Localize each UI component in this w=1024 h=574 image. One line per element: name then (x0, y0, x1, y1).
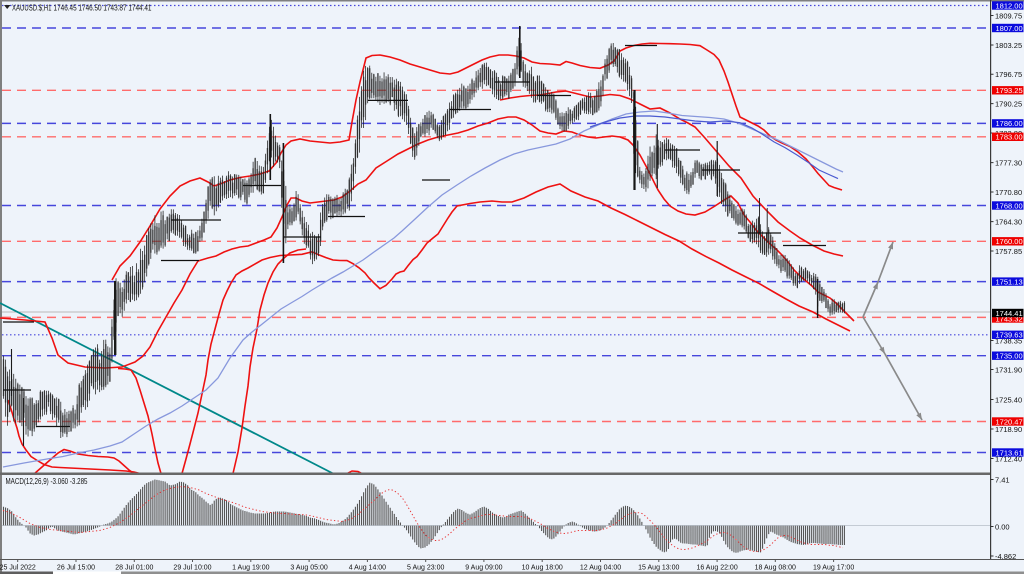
svg-text:1768.00: 1768.00 (996, 201, 1023, 210)
svg-text:1720.47: 1720.47 (996, 417, 1023, 426)
svg-text:25 Jul 2022: 25 Jul 2022 (0, 564, 36, 571)
svg-text:1725.40: 1725.40 (995, 395, 1022, 404)
svg-text:1718.90: 1718.90 (995, 425, 1022, 434)
svg-text:3 Aug 05:00: 3 Aug 05:00 (290, 564, 327, 571)
svg-text:1812.00: 1812.00 (996, 1, 1023, 10)
svg-text:29 Jul 10:00: 29 Jul 10:00 (173, 564, 211, 571)
svg-text:1809.75: 1809.75 (995, 11, 1022, 20)
svg-text:1746.45 1746.50 1743.87 1744.4: 1746.45 1746.50 1743.87 1744.41 (54, 3, 152, 12)
svg-text:1764.30: 1764.30 (995, 217, 1022, 226)
svg-text:5 Aug 23:00: 5 Aug 23:00 (407, 564, 444, 571)
svg-text:1807.00: 1807.00 (996, 24, 1023, 33)
svg-text:12 Aug 04:00: 12 Aug 04:00 (580, 564, 621, 571)
svg-text:9 Aug 09:00: 9 Aug 09:00 (465, 564, 502, 571)
svg-text:19 Aug 17:00: 19 Aug 17:00 (813, 564, 854, 571)
svg-text:1713.61: 1713.61 (996, 448, 1023, 457)
svg-text:XAUUSD.$,H1: XAUUSD.$,H1 (12, 3, 52, 12)
svg-text:1 Aug 19:00: 1 Aug 19:00 (232, 564, 269, 571)
svg-text:16 Aug 22:00: 16 Aug 22:00 (696, 564, 737, 571)
svg-text:10 Aug 18:00: 10 Aug 18:00 (522, 564, 563, 571)
svg-text:7.41: 7.41 (995, 475, 1010, 484)
svg-text:-4.862: -4.862 (995, 552, 1016, 561)
svg-text:MACD(12,26,9) -3.060 -3.285: MACD(12,26,9) -3.060 -3.285 (6, 477, 89, 486)
svg-text:1751.13: 1751.13 (996, 277, 1023, 286)
svg-text:0.00: 0.00 (995, 522, 1010, 531)
svg-text:26 Jul 15:00: 26 Jul 15:00 (57, 564, 95, 571)
svg-text:1793.25: 1793.25 (996, 86, 1023, 95)
svg-text:1744.41: 1744.41 (996, 309, 1023, 318)
svg-text:1760.00: 1760.00 (996, 237, 1023, 246)
svg-text:28 Jul 01:00: 28 Jul 01:00 (115, 564, 153, 571)
svg-text:1783.00: 1783.00 (996, 133, 1023, 142)
svg-text:1786.00: 1786.00 (996, 119, 1023, 128)
svg-text:1770.80: 1770.80 (995, 188, 1022, 197)
svg-text:1743.32: 1743.32 (996, 314, 1023, 323)
svg-text:1790.25: 1790.25 (995, 99, 1022, 108)
svg-text:1777.30: 1777.30 (995, 158, 1022, 167)
svg-text:1796.75: 1796.75 (995, 70, 1022, 79)
svg-text:15 Aug 13:00: 15 Aug 13:00 (638, 564, 679, 571)
svg-text:1803.25: 1803.25 (995, 41, 1022, 50)
svg-text:1757.85: 1757.85 (995, 247, 1022, 256)
svg-text:1731.90: 1731.90 (995, 365, 1022, 374)
svg-text:1712.40: 1712.40 (995, 454, 1022, 463)
svg-text:1739.63: 1739.63 (996, 331, 1023, 340)
svg-text:4 Aug 14:00: 4 Aug 14:00 (349, 564, 386, 571)
svg-text:1735.00: 1735.00 (996, 352, 1023, 361)
svg-text:1738.35: 1738.35 (995, 336, 1022, 345)
svg-text:18 Aug 08:00: 18 Aug 08:00 (755, 564, 796, 571)
